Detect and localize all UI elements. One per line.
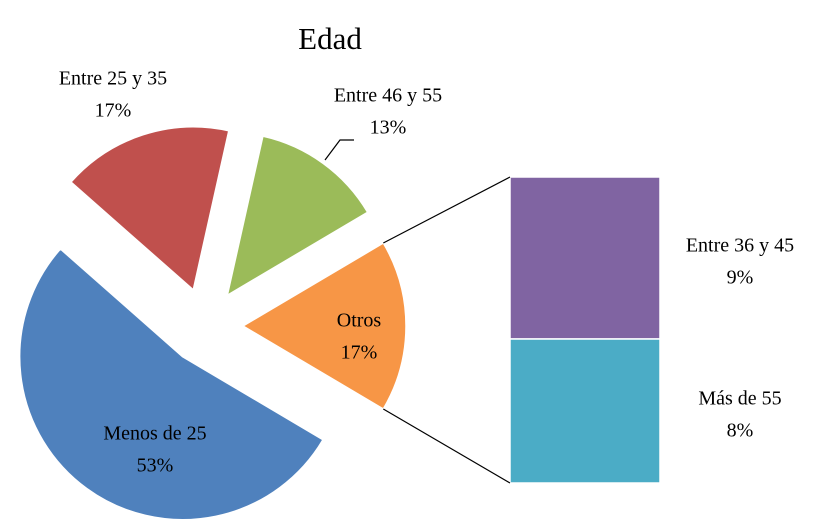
chart-title: Edad <box>298 21 362 56</box>
slice-label: Entre 46 y 55 <box>334 85 442 107</box>
pie-slice <box>69 126 230 292</box>
pie-slice <box>226 135 369 297</box>
slice-value-label: 53% <box>137 455 174 477</box>
slice-label: Entre 25 y 35 <box>59 68 167 90</box>
connector-line <box>383 176 511 244</box>
slice-value-label: 13% <box>370 117 407 139</box>
bar-value-label: 8% <box>727 420 754 442</box>
pie-slice <box>18 247 324 521</box>
bar-label: Entre 36 y 45 <box>686 235 794 257</box>
slice-label: Otros <box>337 310 382 332</box>
pie-slice <box>241 241 407 411</box>
bar-segment <box>509 176 661 340</box>
bar-label: Más de 55 <box>698 388 781 410</box>
slice-value-label: 17% <box>341 342 378 364</box>
bar-value-label: 9% <box>727 267 754 289</box>
leader-line <box>324 139 354 161</box>
connector-line <box>382 408 511 484</box>
slice-value-label: 17% <box>95 100 132 122</box>
bar-segment <box>509 338 661 484</box>
slice-label: Menos de 25 <box>103 423 206 445</box>
